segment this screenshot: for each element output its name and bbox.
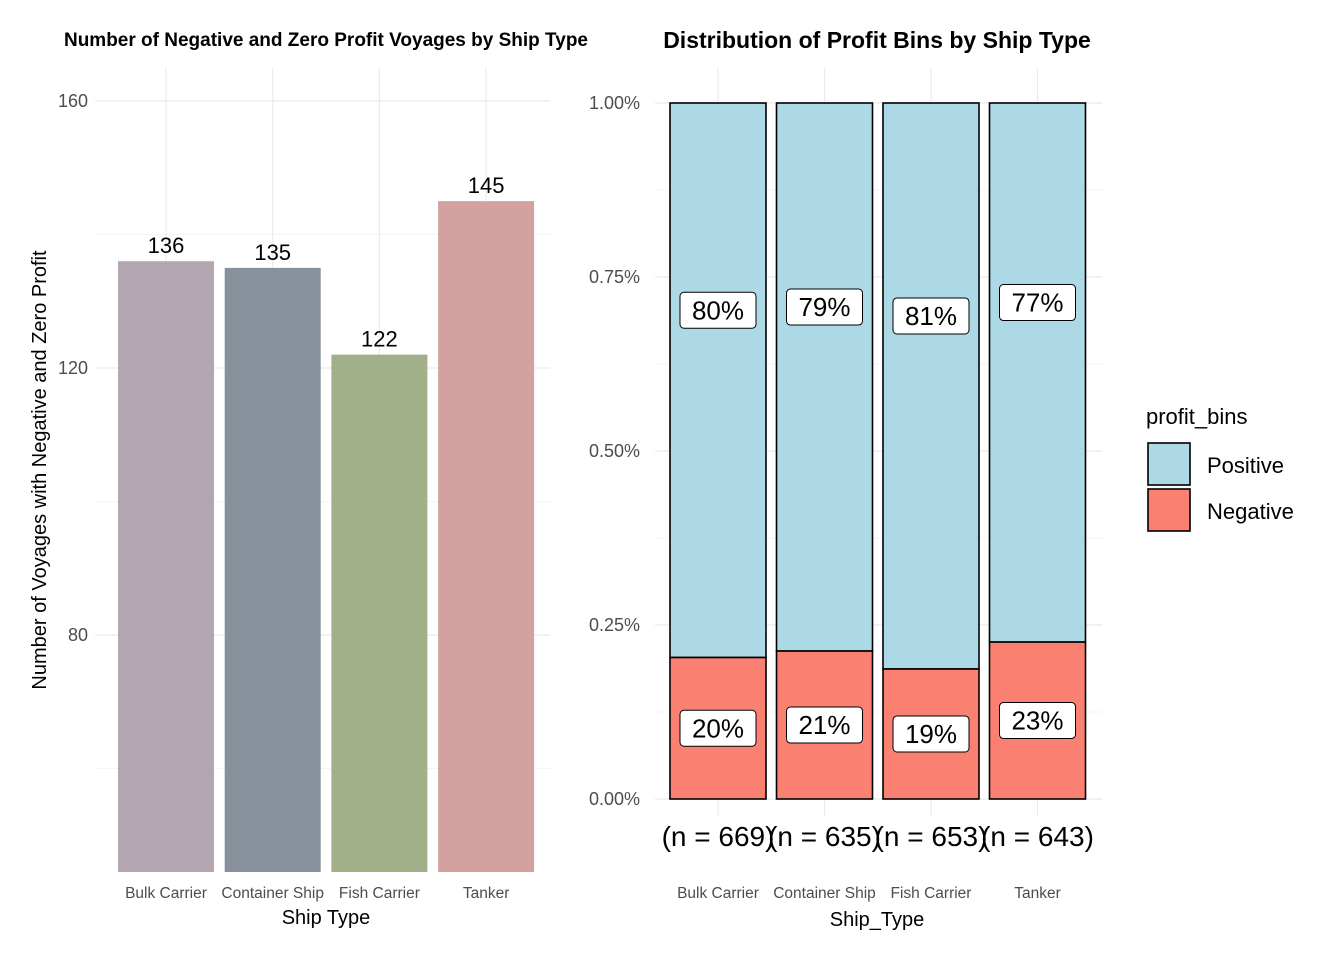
positive-percent-label-box [679, 291, 757, 329]
count-label: (n = 653) [875, 821, 988, 852]
legend-label-negative: Negative [1207, 499, 1294, 524]
right-x-tick-label: Container Ship [773, 885, 876, 902]
count-label: (n = 643) [981, 821, 1094, 852]
bar-bulk-carrier [118, 261, 214, 872]
bar-value-label: 145 [468, 173, 505, 198]
right-stacked-bars [669, 102, 1087, 800]
left-y-tick-label: 80 [68, 625, 88, 645]
bar-positive-bulk-carrier [669, 102, 767, 659]
left-chart: Number of Negative and Zero Profit Voyag… [29, 30, 588, 929]
right-percent-labels: 80% 20% 79% 21% 81% 19% 77% 23% [679, 284, 1076, 753]
right-count-labels: (n = 669)(n = 635)(n = 653)(n = 643) [662, 821, 1094, 852]
bar-fish-carrier [331, 354, 428, 872]
positive-percent-label: 81% [905, 301, 957, 331]
legend-label-positive: Positive [1207, 453, 1284, 478]
negative-percent-label-box [892, 715, 970, 753]
left-bars: 136 135 122 145 [118, 173, 535, 872]
negative-percent-label: 23% [1011, 706, 1063, 736]
left-x-axis-title: Ship Type [282, 907, 371, 929]
left-x-tick-label: Bulk Carrier [125, 885, 207, 902]
legend-items: Positive Negative [1147, 442, 1294, 532]
negative-percent-label: 20% [692, 713, 744, 743]
negative-percent-label: 19% [905, 719, 957, 749]
bar-positive-tanker [988, 102, 1087, 643]
left-y-tick-label: 120 [58, 358, 88, 378]
left-x-tick-label: Fish Carrier [339, 885, 420, 902]
positive-percent-label-box [892, 297, 970, 335]
right-y-tick-label: 0.75% [589, 267, 640, 287]
bar-positive-fish-carrier [882, 102, 980, 670]
bar-tanker [438, 201, 535, 872]
count-label: (n = 635) [768, 821, 881, 852]
left-x-tick-label: Container Ship [221, 885, 324, 902]
negative-percent-label: 21% [798, 710, 850, 740]
bar-value-label: 136 [148, 233, 185, 258]
right-y-tick-label: 0.50% [589, 441, 640, 461]
positive-percent-label-box [999, 284, 1076, 322]
bar-positive-container-ship [775, 102, 874, 652]
positive-percent-label: 79% [798, 292, 850, 322]
bar-container-ship [224, 267, 321, 872]
right-y-tick-label: 0.00% [589, 789, 640, 809]
left-x-axis-ticks: Bulk Carrier Container Ship Fish Carrier Ta… [125, 885, 509, 902]
left-y-tick-label: 160 [58, 91, 88, 111]
left-chart-title: Number of Negative and Zero Profit Voyag… [64, 30, 588, 51]
right-x-axis-ticks: Bulk Carrier Container Ship Fish Carrier Ta… [677, 885, 1061, 902]
positive-percent-label: 77% [1011, 288, 1063, 318]
legend-title: profit_bins [1146, 404, 1248, 429]
negative-percent-label-box [786, 706, 863, 744]
legend-swatch-positive [1147, 442, 1191, 486]
right-y-axis-ticks: 0.00% 0.25% 0.50% 0.75% 1.00% [589, 93, 640, 809]
right-y-tick-label: 0.25% [589, 615, 640, 635]
right-y-tick-label: 1.00% [589, 93, 640, 113]
count-label: (n = 669) [662, 821, 775, 852]
right-chart-title: Distribution of Profit Bins by Ship Type [663, 27, 1091, 53]
left-y-axis-title: Number of Voyages with Negative and Zero… [29, 250, 51, 690]
right-x-tick-label: Fish Carrier [891, 885, 972, 902]
right-x-tick-label: Tanker [1014, 885, 1061, 902]
left-y-axis-ticks: 80 120 160 [58, 91, 88, 645]
positive-percent-label-box [786, 288, 863, 326]
bar-value-label: 135 [254, 240, 291, 265]
negative-percent-label-box [999, 702, 1076, 740]
right-chart: Distribution of Profit Bins by Ship Type… [589, 27, 1102, 931]
legend-swatch-negative [1147, 488, 1191, 532]
left-x-tick-label: Tanker [463, 885, 510, 902]
legend: profit_bins Positive Negative [1146, 404, 1294, 532]
bar-value-label: 122 [361, 327, 398, 352]
positive-percent-label: 80% [692, 295, 744, 325]
right-x-tick-label: Bulk Carrier [677, 885, 759, 902]
negative-percent-label-box [679, 709, 757, 747]
right-x-axis-title: Ship_Type [830, 909, 925, 931]
